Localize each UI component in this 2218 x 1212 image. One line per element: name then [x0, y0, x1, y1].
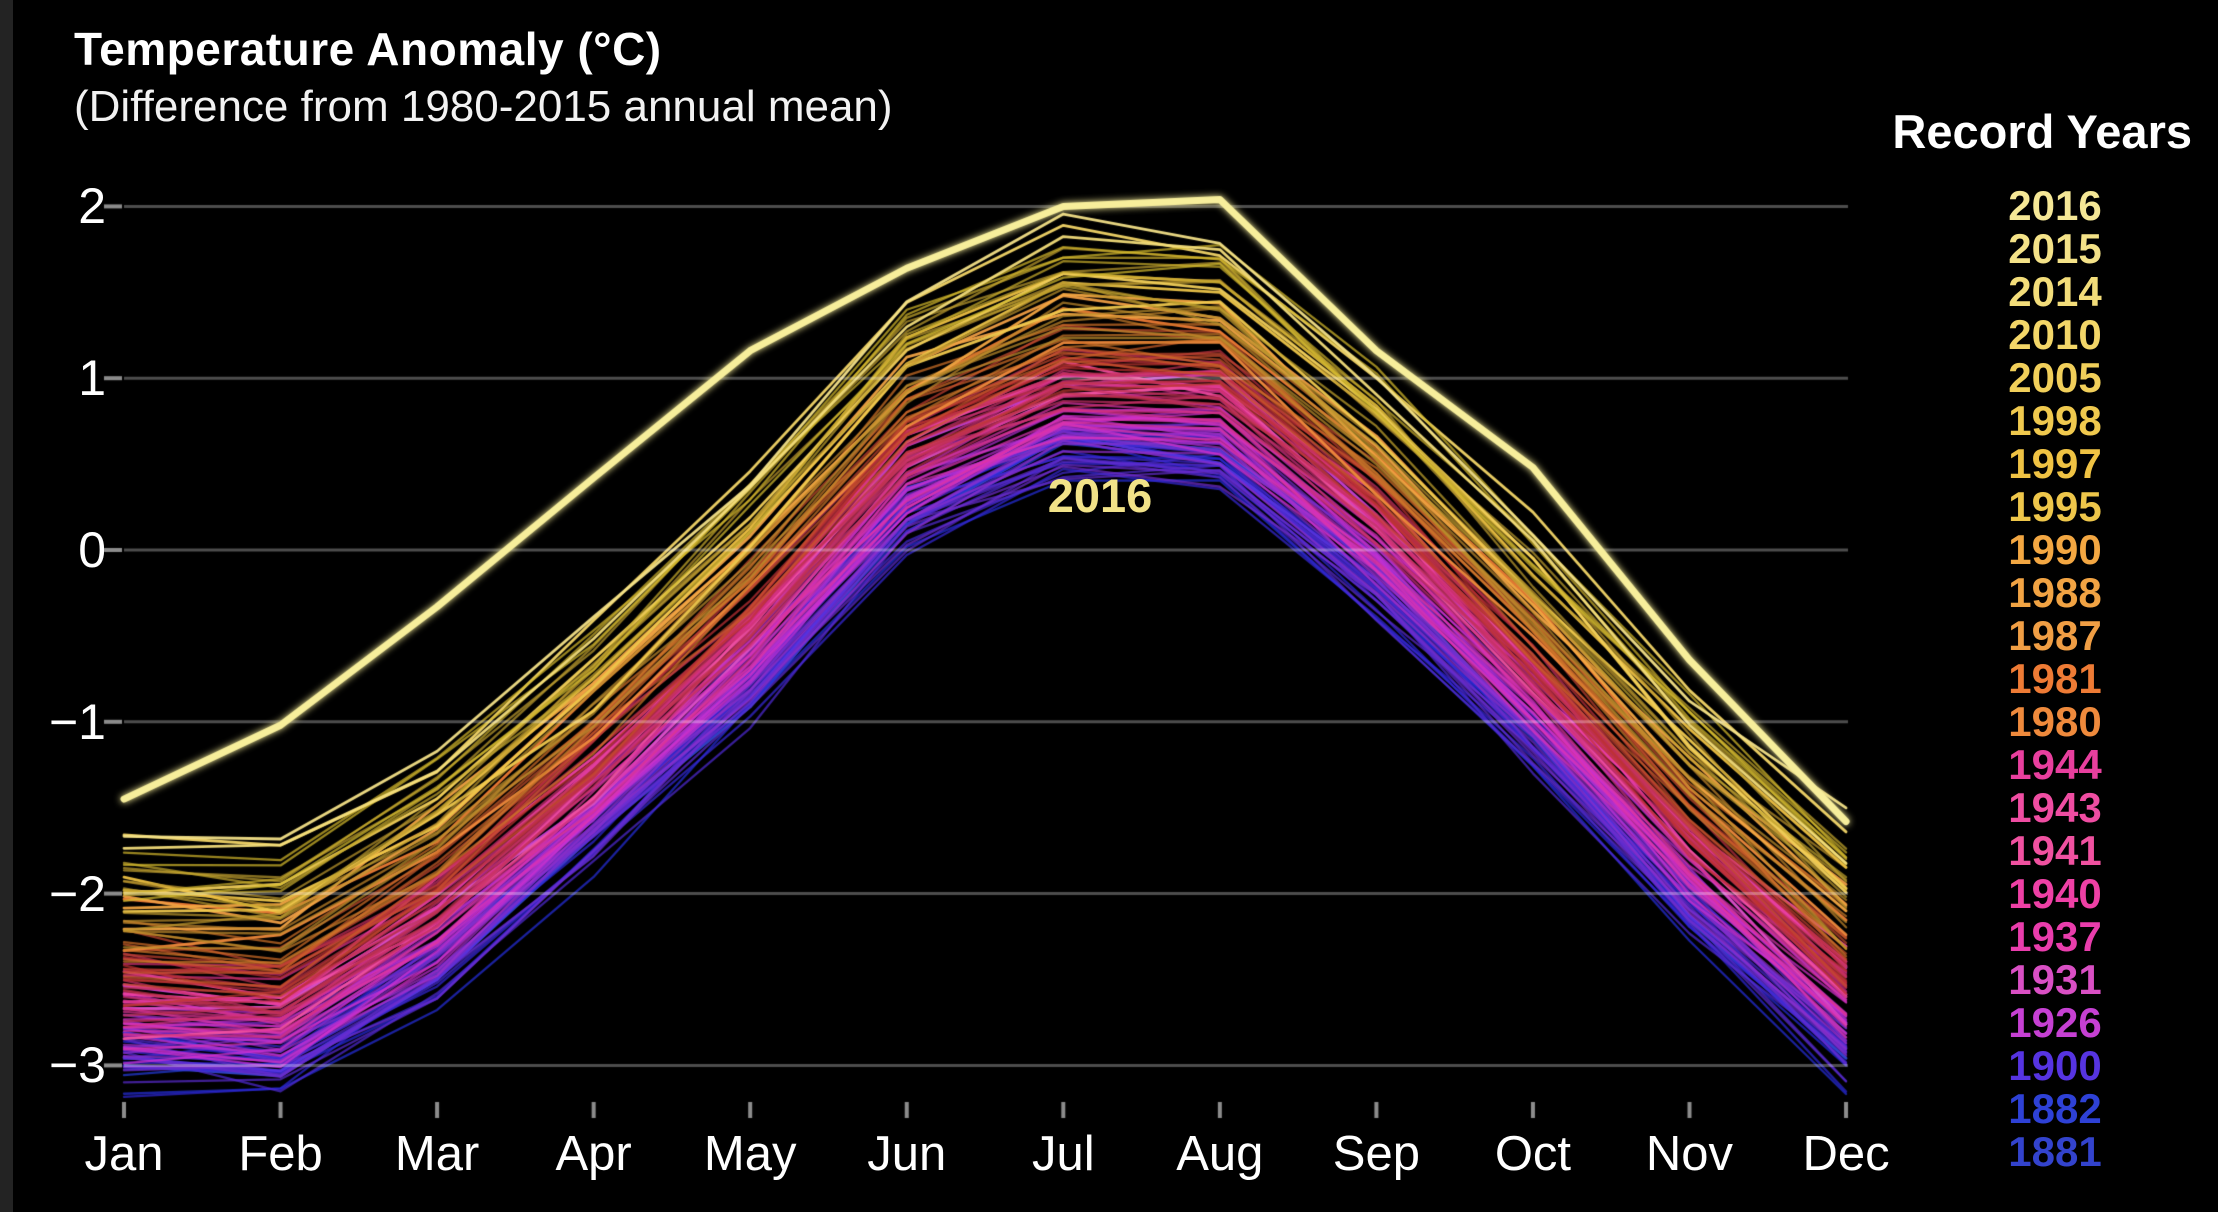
record-year-2016: 2016 — [2008, 182, 2102, 229]
record-year-1937: 1937 — [2008, 913, 2102, 960]
record-year-1997: 1997 — [2008, 440, 2102, 487]
window-edge-strip — [0, 0, 13, 1212]
record-year-1931: 1931 — [2008, 956, 2102, 1003]
x-axis-label-jun: Jun — [867, 1127, 947, 1181]
x-axis-label-feb: Feb — [238, 1127, 323, 1181]
chart-title: Temperature Anomaly (°C) — [74, 23, 662, 75]
y-axis-label-0: 0 — [78, 522, 106, 578]
record-year-1881: 1881 — [2008, 1128, 2102, 1175]
legend-header: Record Years — [1892, 105, 2192, 158]
record-year-1998: 1998 — [2008, 397, 2102, 444]
chart-subtitle: (Difference from 1980-2015 annual mean) — [74, 82, 893, 131]
x-axis-label-jan: Jan — [84, 1127, 164, 1181]
record-year-1940: 1940 — [2008, 870, 2102, 917]
x-axis-label-apr: Apr — [555, 1127, 632, 1181]
series-annotation-2016: 2016 — [1047, 469, 1153, 522]
record-year-2014: 2014 — [2008, 268, 2102, 315]
x-axis-label-mar: Mar — [394, 1127, 480, 1181]
x-axis-label-may: May — [703, 1127, 797, 1181]
x-axis-label-dec: Dec — [1802, 1127, 1890, 1181]
record-year-1900: 1900 — [2008, 1042, 2102, 1089]
x-axis-label-sep: Sep — [1332, 1127, 1420, 1181]
record-year-1981: 1981 — [2008, 655, 2102, 702]
x-axis-label-oct: Oct — [1494, 1127, 1572, 1181]
record-year-1944: 1944 — [2008, 741, 2102, 788]
x-axis-label-jul: Jul — [1031, 1127, 1095, 1181]
record-year-1926: 1926 — [2008, 999, 2102, 1046]
y-axis-label-−3: −3 — [48, 1037, 106, 1094]
y-axis-label-1: 1 — [78, 350, 106, 407]
record-year-1943: 1943 — [2008, 784, 2102, 831]
record-year-2005: 2005 — [2008, 354, 2102, 401]
x-axis-label-nov: Nov — [1645, 1127, 1734, 1181]
record-year-2015: 2015 — [2008, 225, 2102, 272]
record-years-list: 2016 2015 2014 2010 2005 1998 1997 1995 1990 1988… — [1992, 184, 2118, 1173]
record-year-1995: 1995 — [2008, 483, 2102, 530]
record-year-1990: 1990 — [2008, 526, 2102, 573]
record-year-2010: 2010 — [2008, 311, 2102, 358]
record-year-1980: 1980 — [2008, 698, 2102, 745]
record-year-1882: 1882 — [2008, 1085, 2102, 1132]
record-year-1987: 1987 — [2008, 612, 2102, 659]
y-axis-label-2: 2 — [78, 178, 106, 235]
y-axis-label-−1: −1 — [48, 693, 106, 750]
y-axis-label-−2: −2 — [48, 865, 106, 922]
record-year-1941: 1941 — [2008, 827, 2102, 874]
x-axis-label-aug: Aug — [1176, 1127, 1264, 1181]
record-year-1988: 1988 — [2008, 569, 2102, 616]
